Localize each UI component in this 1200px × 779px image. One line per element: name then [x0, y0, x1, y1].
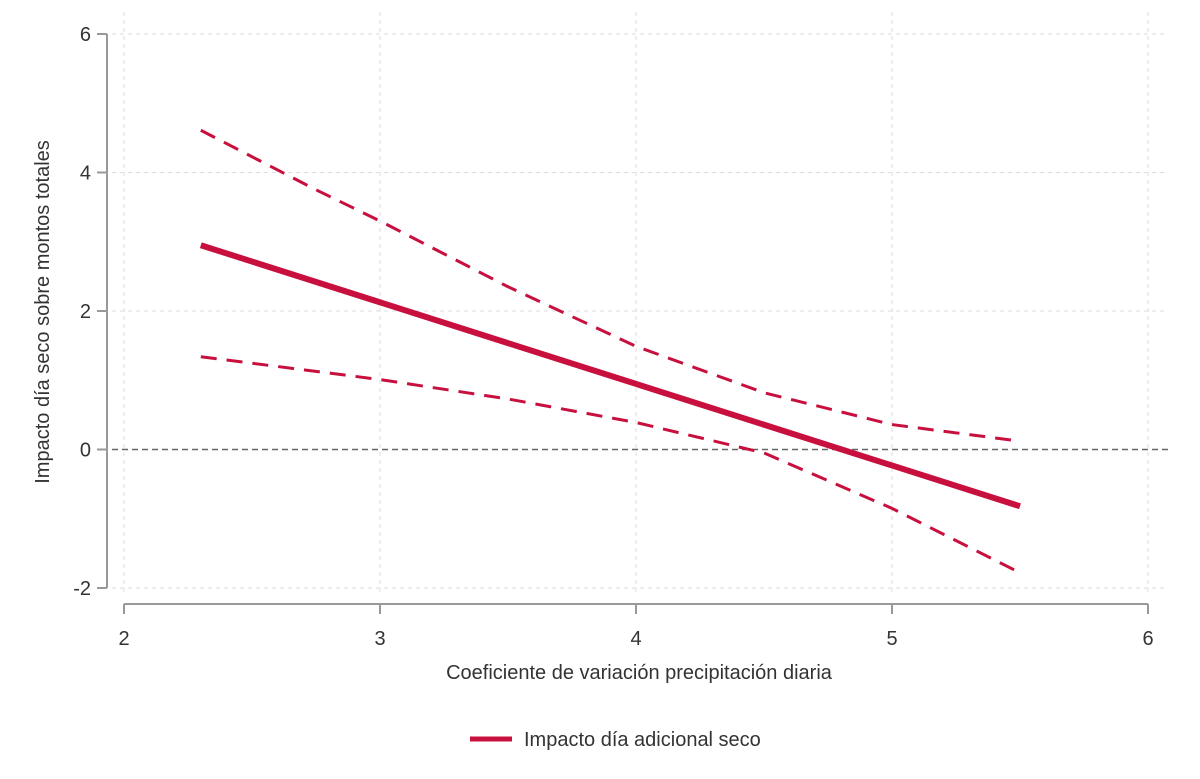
y-tick-label: 6 — [80, 24, 91, 46]
x-axis-label: Coeficiente de variación precipitación d… — [446, 662, 833, 684]
y-axis-label: Impacto día seco sobre montos totales — [32, 140, 54, 484]
x-tick-label: 5 — [886, 628, 897, 650]
x-tick-label: 6 — [1142, 628, 1153, 650]
y-tick-label: 0 — [80, 440, 91, 462]
y-tick-label: 2 — [80, 301, 91, 323]
legend-label: Impacto día adicional seco — [524, 729, 761, 751]
lower-ci-line — [200, 355, 1021, 575]
upper-ci-line — [200, 128, 1021, 443]
grid — [112, 12, 1168, 592]
axes: 2 3 4 5 6 -2 0 2 4 6 — [73, 24, 1153, 650]
x-tick-label: 2 — [118, 628, 129, 650]
y-tick-label: 4 — [80, 163, 91, 185]
estimate-line — [199, 242, 1021, 510]
legend: Impacto día adicional seco — [470, 729, 761, 751]
y-tick-label: -2 — [73, 578, 91, 600]
x-tick-label: 4 — [630, 628, 641, 650]
series — [199, 128, 1021, 575]
x-tick-label: 3 — [374, 628, 385, 650]
